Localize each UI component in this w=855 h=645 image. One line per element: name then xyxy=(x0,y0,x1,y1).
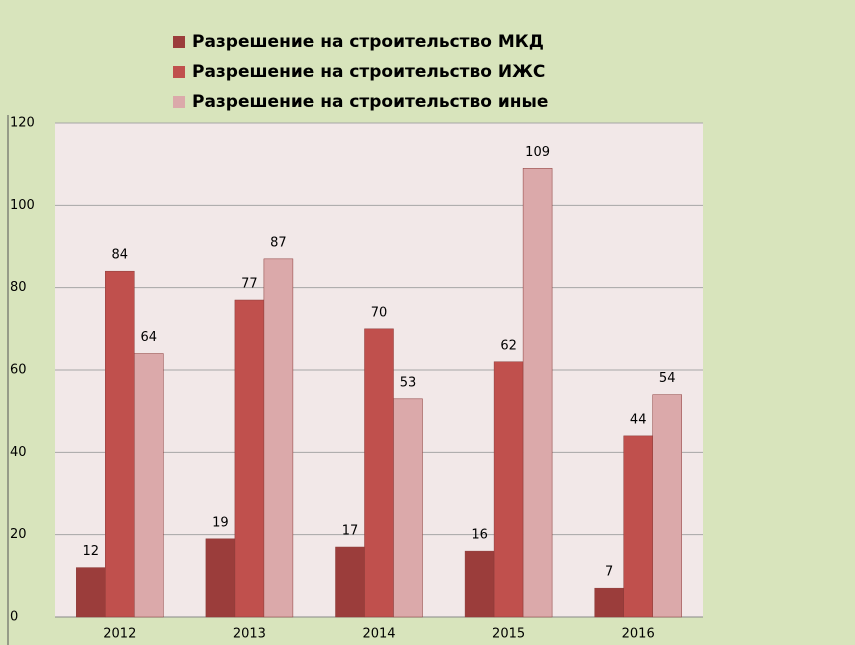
bar xyxy=(335,546,365,618)
value-label: 17 xyxy=(342,524,359,539)
y-tick-label: 0 xyxy=(10,610,18,625)
value-label: 70 xyxy=(371,305,388,320)
value-label: 62 xyxy=(500,338,517,353)
bar xyxy=(594,587,624,618)
value-label: 87 xyxy=(270,235,287,250)
bar xyxy=(522,168,553,618)
bar xyxy=(652,394,682,618)
legend-label: Разрешение на строительство МКД xyxy=(192,32,544,52)
value-label: 53 xyxy=(400,375,417,390)
bar xyxy=(623,435,653,618)
x-tick-label: 2012 xyxy=(103,627,136,642)
bar xyxy=(105,270,135,618)
x-tick-label: 2016 xyxy=(622,627,655,642)
legend-swatch xyxy=(173,96,185,108)
y-tick-label: 20 xyxy=(10,527,27,542)
y-tick-label: 120 xyxy=(10,116,35,131)
value-label: 77 xyxy=(241,277,258,292)
y-tick-label: 60 xyxy=(10,363,27,378)
y-tick-label: 40 xyxy=(10,445,27,460)
y-tick-label: 80 xyxy=(10,280,27,295)
bar xyxy=(364,328,394,618)
x-tick-label: 2013 xyxy=(233,627,266,642)
value-label: 7 xyxy=(605,565,613,580)
value-label: 16 xyxy=(471,528,488,543)
legend-swatch xyxy=(173,36,185,48)
bar xyxy=(464,550,495,618)
x-tick-label: 2015 xyxy=(492,627,525,642)
value-label: 12 xyxy=(83,544,100,559)
legend-swatch xyxy=(173,66,185,78)
bar xyxy=(263,258,294,618)
bar xyxy=(393,398,423,618)
x-tick-label: 2014 xyxy=(362,627,395,642)
value-label: 64 xyxy=(141,330,158,345)
value-label: 84 xyxy=(112,248,129,263)
y-tick-label: 100 xyxy=(10,198,35,213)
value-label: 19 xyxy=(212,515,229,530)
bar xyxy=(205,538,236,618)
bar xyxy=(234,299,265,618)
bar xyxy=(493,361,524,618)
value-label: 109 xyxy=(525,145,550,160)
legend-label: Разрешение на строительство иные xyxy=(192,92,548,112)
value-label: 54 xyxy=(659,371,676,386)
value-label: 44 xyxy=(630,412,647,427)
bar xyxy=(76,567,106,618)
bar xyxy=(134,353,164,618)
legend-label: Разрешение на строительство ИЖС xyxy=(192,62,545,82)
